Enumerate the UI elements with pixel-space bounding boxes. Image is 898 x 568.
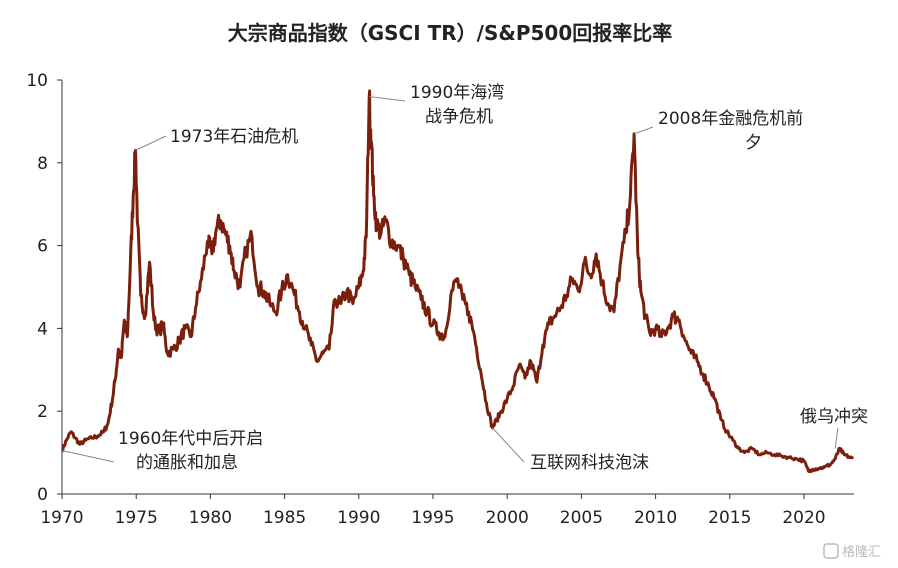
annotation-label: 2008年金融危机前 bbox=[658, 109, 803, 129]
annotation-label: 1973年石油危机 bbox=[170, 127, 298, 147]
x-tick-label: 1975 bbox=[115, 508, 158, 528]
x-tick-label: 2010 bbox=[634, 508, 677, 528]
annotation-leader bbox=[369, 96, 406, 102]
watermark-text: 格隆汇 bbox=[842, 544, 881, 560]
annotation-label: 的通胀和加息 bbox=[136, 453, 238, 473]
x-tick-label: 2005 bbox=[560, 508, 603, 528]
y-tick-label: 4 bbox=[37, 319, 48, 339]
y-tick-label: 0 bbox=[37, 485, 48, 505]
annotation-leader bbox=[633, 126, 654, 135]
x-tick-label: 2000 bbox=[486, 508, 529, 528]
x-tick-label: 1985 bbox=[263, 508, 306, 528]
annotation-leader bbox=[61, 450, 115, 463]
plot-area bbox=[61, 89, 855, 474]
annotation-label: 1990年海湾 bbox=[410, 83, 504, 103]
annotation-leader bbox=[834, 427, 839, 449]
x-tick-label: 2015 bbox=[708, 508, 751, 528]
y-tick-label: 10 bbox=[26, 71, 48, 91]
series-line bbox=[61, 89, 855, 474]
axes: 0 2 4 6 8 10 1970 1975 1980 1985 1990 1995 2000 2005 2… bbox=[26, 71, 854, 528]
watermark-logo-icon bbox=[823, 543, 839, 559]
y-tick-label: 8 bbox=[37, 154, 48, 174]
annotation-leader bbox=[135, 135, 167, 151]
x-tick-label: 1995 bbox=[411, 508, 454, 528]
x-tick-label: 1980 bbox=[189, 508, 232, 528]
annotation-label: 夕 bbox=[745, 133, 762, 153]
x-tick-label: 1970 bbox=[40, 508, 83, 528]
annotation-label: 1960年代中后开启 bbox=[118, 429, 263, 449]
x-tick-label: 1990 bbox=[337, 508, 380, 528]
x-tick-label: 2020 bbox=[782, 508, 825, 528]
annotation-label: 俄乌冲突 bbox=[800, 407, 868, 427]
annotation-label: 互联网科技泡沫 bbox=[530, 453, 649, 473]
y-tick-label: 2 bbox=[37, 402, 48, 422]
annotation-label: 战争危机 bbox=[425, 107, 493, 127]
annotation-leader bbox=[491, 427, 525, 463]
y-tick-label: 6 bbox=[37, 237, 48, 257]
chart-title: 大宗商品指数（GSCI TR）/S&P500回报率比率 bbox=[228, 21, 673, 45]
watermark: 格隆汇 bbox=[823, 543, 881, 560]
